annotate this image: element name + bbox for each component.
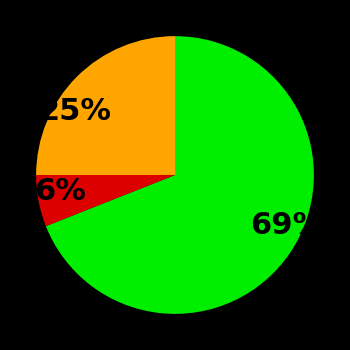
Wedge shape: [46, 36, 314, 314]
Wedge shape: [36, 175, 175, 226]
Text: 6%: 6%: [34, 177, 86, 206]
Text: 25%: 25%: [38, 97, 111, 126]
Text: 69%: 69%: [250, 211, 323, 240]
Wedge shape: [36, 36, 175, 175]
